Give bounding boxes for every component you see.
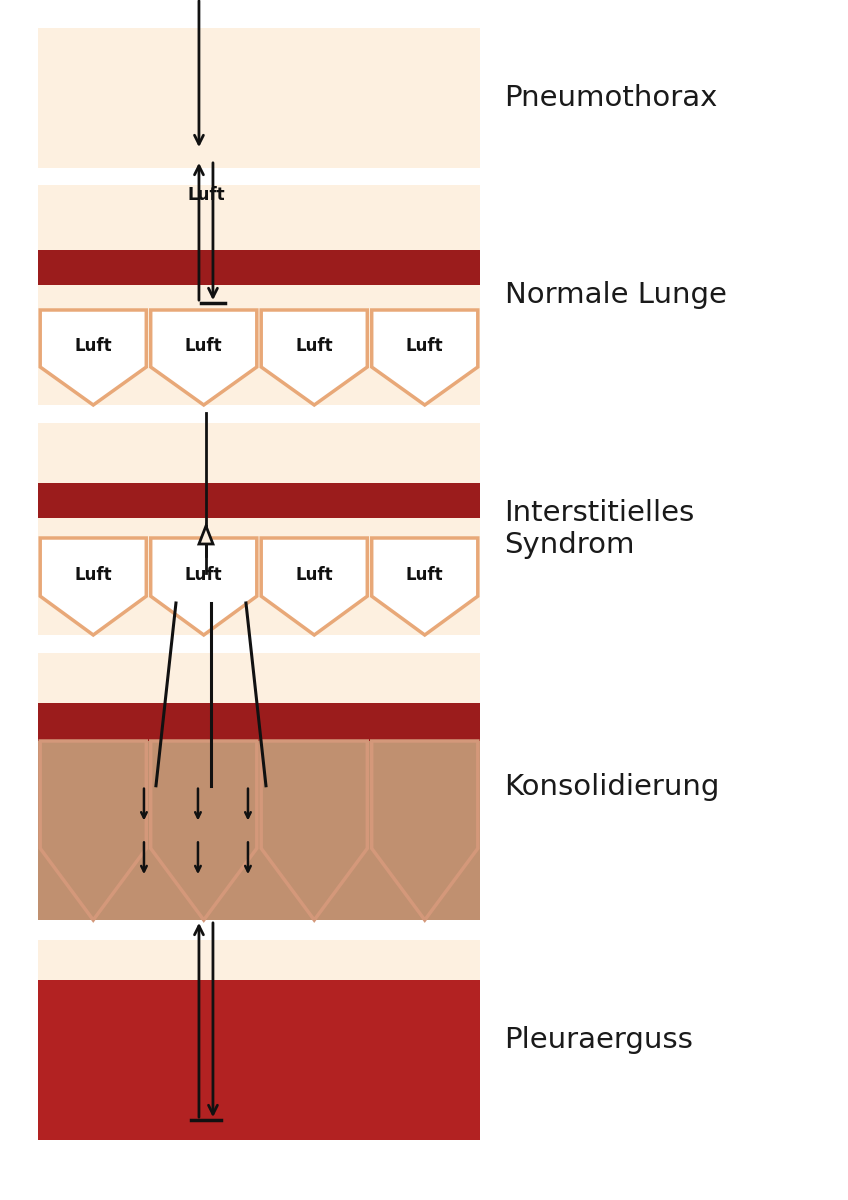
Polygon shape xyxy=(151,740,257,920)
Text: Luft: Luft xyxy=(75,566,112,584)
Polygon shape xyxy=(261,310,367,404)
Bar xyxy=(38,422,480,538)
Text: Pneumothorax: Pneumothorax xyxy=(505,84,718,112)
Polygon shape xyxy=(40,740,147,920)
Polygon shape xyxy=(199,526,213,544)
Polygon shape xyxy=(371,740,477,920)
Bar xyxy=(38,28,480,168)
Polygon shape xyxy=(261,740,367,920)
Polygon shape xyxy=(151,538,257,635)
Bar xyxy=(38,980,480,1140)
Text: Interstitielles
Syndrom: Interstitielles Syndrom xyxy=(505,499,695,559)
Bar xyxy=(38,940,480,980)
Bar xyxy=(38,310,480,404)
Text: Luft: Luft xyxy=(185,566,222,584)
Text: Normale Lunge: Normale Lunge xyxy=(505,281,727,308)
Bar xyxy=(38,538,480,635)
Bar xyxy=(38,653,480,740)
Text: Luft: Luft xyxy=(187,186,225,204)
Bar xyxy=(38,185,480,310)
Bar xyxy=(38,250,480,284)
Bar xyxy=(38,740,480,920)
Text: Luft: Luft xyxy=(406,566,444,584)
Text: Luft: Luft xyxy=(75,337,112,355)
Text: Luft: Luft xyxy=(295,566,333,584)
Text: Luft: Luft xyxy=(185,337,222,355)
Text: Konsolidierung: Konsolidierung xyxy=(505,773,720,802)
Polygon shape xyxy=(151,310,257,404)
Polygon shape xyxy=(40,310,147,404)
Bar xyxy=(38,703,480,740)
Text: Luft: Luft xyxy=(406,337,444,355)
Text: Pleuraerguss: Pleuraerguss xyxy=(505,1026,694,1054)
Bar xyxy=(38,482,480,518)
Polygon shape xyxy=(371,310,477,404)
Polygon shape xyxy=(261,538,367,635)
Text: Luft: Luft xyxy=(295,337,333,355)
Polygon shape xyxy=(40,538,147,635)
Polygon shape xyxy=(371,538,477,635)
